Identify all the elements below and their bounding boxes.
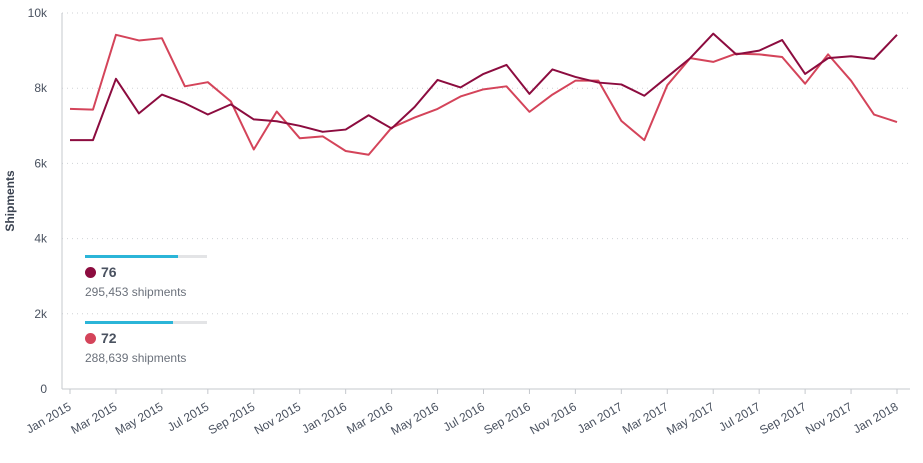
x-tick-label: Jan 2018: [851, 399, 901, 436]
legend-item-1: 76 295,453 shipments: [85, 255, 207, 299]
x-tick-label: Mar 2016: [344, 399, 395, 437]
legend-value: 72: [101, 330, 117, 346]
x-tick-label: Jan 2015: [24, 399, 74, 436]
x-tick-label: Nov 2016: [527, 399, 579, 437]
x-tick-label: Jan 2017: [575, 399, 625, 436]
y-axis-title: Shipments: [3, 170, 17, 232]
y-tick-label: 6k: [34, 156, 48, 170]
legend-progress-track: [85, 255, 207, 258]
legend-progress-fill: [85, 321, 173, 324]
x-tick-label: Jan 2016: [299, 399, 349, 436]
x-tick-label: Jul 2017: [716, 399, 763, 434]
y-tick-label: 4k: [34, 232, 48, 246]
x-tick-label: Mar 2017: [620, 399, 671, 437]
x-tick-label: Sep 2016: [481, 399, 533, 437]
series-dot-icon: [85, 266, 96, 278]
legend-value: 76: [101, 264, 117, 280]
y-tick-label: 0: [40, 382, 47, 396]
series-line-76: [70, 32, 898, 142]
x-tick-label: Nov 2017: [803, 399, 855, 437]
x-tick-label: Sep 2017: [757, 399, 809, 437]
legend-subtext: 295,453 shipments: [85, 285, 187, 299]
x-tick-label: Mar 2015: [69, 399, 120, 437]
legend-progress-track: [85, 321, 207, 324]
x-tick-label: May 2016: [388, 399, 441, 438]
x-tick-label: May 2015: [113, 399, 166, 438]
x-tick-label: Sep 2015: [206, 399, 258, 437]
legend-subtext: 288,639 shipments: [85, 351, 187, 365]
y-tick-label: 8k: [34, 81, 48, 95]
y-tick-label: 2k: [34, 307, 48, 321]
x-tick-label: Nov 2015: [252, 399, 304, 437]
legend-item-2: 72 288,639 shipments: [85, 321, 207, 365]
x-tick-label: May 2017: [664, 399, 717, 438]
x-tick-label: Jul 2016: [441, 399, 488, 434]
legend-progress-fill: [85, 255, 178, 258]
series-dot-icon: [85, 332, 96, 344]
series-line-72: [69, 33, 898, 156]
y-tick-label: 10k: [28, 6, 48, 20]
x-tick-label: Jul 2015: [165, 399, 212, 434]
